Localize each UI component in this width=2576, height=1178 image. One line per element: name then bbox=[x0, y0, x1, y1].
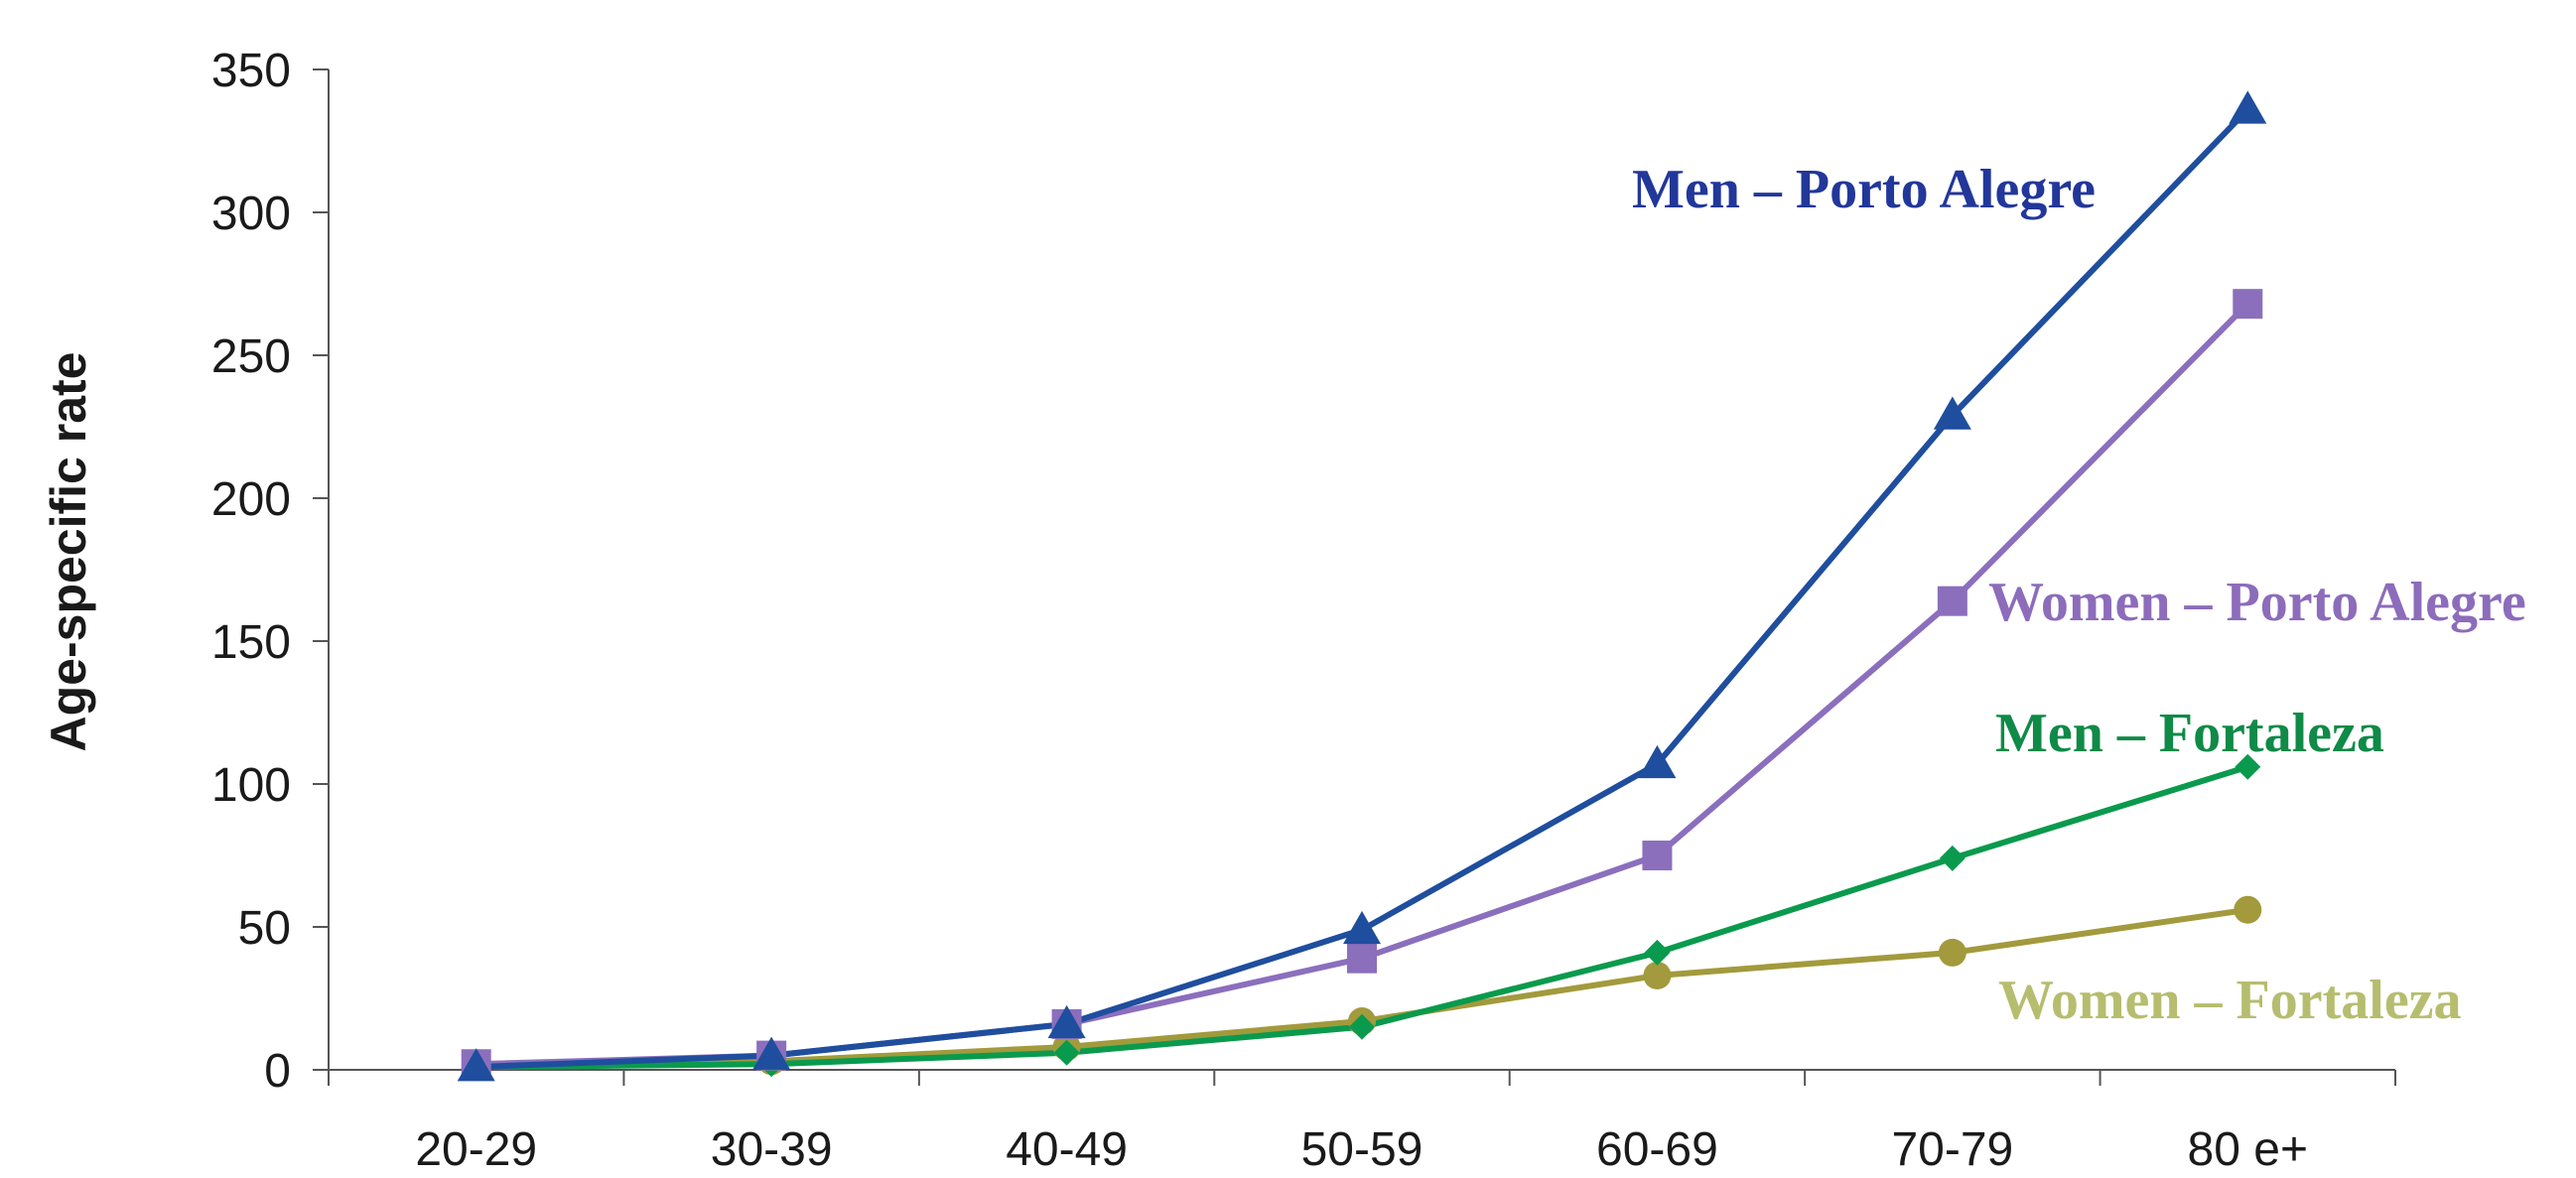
data-point bbox=[1047, 1004, 1086, 1039]
y-ticks: 0 50 100 150 200 250 300 350 bbox=[211, 45, 329, 1098]
x-tick-label: 70-79 bbox=[1891, 1123, 2013, 1176]
series-label-3: Women – Fortaleza bbox=[1998, 970, 2462, 1031]
y-tick-label: 200 bbox=[211, 473, 291, 526]
y-tick-label: 150 bbox=[211, 616, 291, 669]
y-tick-label: 250 bbox=[211, 330, 291, 383]
data-point bbox=[1643, 961, 1672, 989]
data-point bbox=[1638, 744, 1677, 779]
data-point bbox=[752, 1036, 791, 1070]
x-ticks: 20-29 30-39 40-49 50-59 60-69 70-79 80 e+ bbox=[328, 1070, 2396, 1176]
data-point bbox=[1937, 586, 1967, 616]
data-point bbox=[1644, 939, 1671, 966]
data-point bbox=[1349, 1013, 1375, 1040]
y-tick-label: 0 bbox=[264, 1045, 291, 1098]
data-point bbox=[1347, 943, 1377, 974]
x-tick-label: 50-59 bbox=[1301, 1123, 1424, 1176]
series-labels: Men – Porto Alegre Women – Porto Alegre Me… bbox=[1632, 159, 2526, 1031]
data-point bbox=[457, 1048, 495, 1082]
x-tick-label: 40-49 bbox=[1006, 1123, 1128, 1176]
data-point bbox=[1053, 1039, 1080, 1066]
series-label-0: Men – Porto Alegre bbox=[1632, 159, 2096, 220]
axes bbox=[328, 69, 2395, 1071]
x-tick-label: 20-29 bbox=[415, 1123, 537, 1176]
data-point bbox=[2235, 753, 2261, 780]
data-point bbox=[1933, 396, 1971, 430]
data-point bbox=[1343, 910, 1381, 945]
y-axis-title: Age-specific rate bbox=[41, 352, 96, 752]
y-tick-label: 350 bbox=[211, 45, 291, 97]
x-tick-label: 60-69 bbox=[1596, 1123, 1718, 1176]
data-point bbox=[2229, 90, 2267, 124]
series-label-1: Women – Porto Alegre bbox=[1988, 572, 2526, 633]
y-tick-label: 300 bbox=[211, 188, 291, 240]
data-point bbox=[1642, 841, 1673, 870]
x-tick-label: 80 e+ bbox=[2188, 1123, 2308, 1176]
y-tick-label: 50 bbox=[238, 902, 291, 955]
x-tick-label: 30-39 bbox=[711, 1123, 833, 1176]
y-tick-label: 100 bbox=[211, 759, 291, 812]
series-markers bbox=[457, 90, 2267, 1082]
data-point bbox=[2234, 895, 2262, 924]
series-label-2: Men – Fortaleza bbox=[1995, 703, 2384, 764]
data-point bbox=[2233, 289, 2263, 320]
data-point bbox=[1938, 938, 1966, 967]
data-point bbox=[1939, 845, 1966, 871]
